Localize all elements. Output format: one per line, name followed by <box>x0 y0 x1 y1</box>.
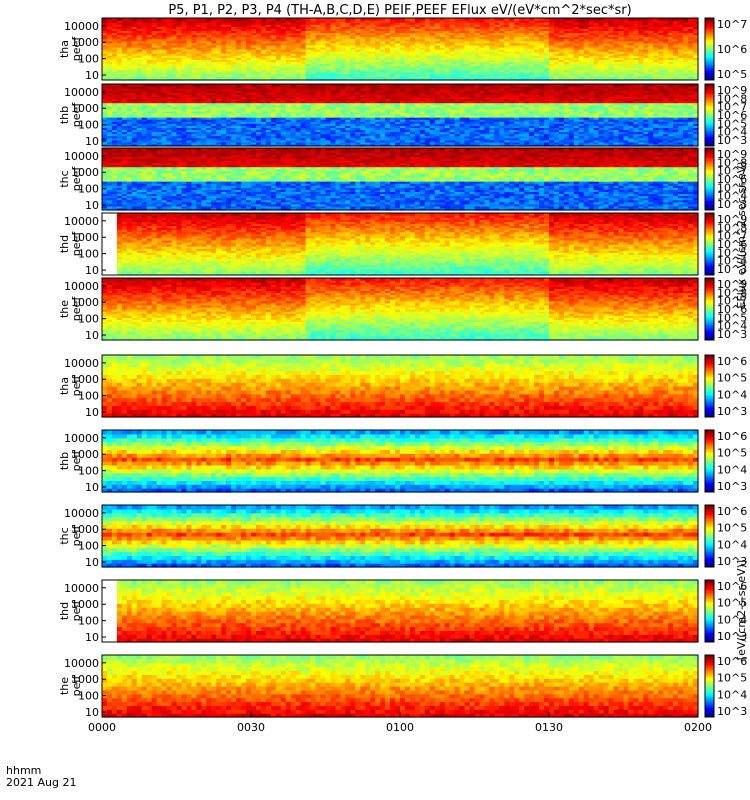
panel-label: thepeef <box>58 296 83 322</box>
y-tick-label: 10000 <box>64 432 99 445</box>
colorbar-tick-label: 10^3 <box>717 328 747 341</box>
figure-title: P5, P1, P2, P3, P4 (TH-A,B,C,D,E) PEIF,P… <box>168 3 631 18</box>
colorbar-tick-label: 10^6 <box>717 43 747 56</box>
y-tick-label: 10000 <box>64 150 99 163</box>
y-tick-label: 10 <box>85 329 99 342</box>
y-tick-label: 10 <box>85 264 99 277</box>
panel-label: thapeif <box>58 375 83 397</box>
colorbar-tick-label: 10^4 <box>717 538 747 551</box>
x-tick-label: 0000 <box>88 721 116 734</box>
colorbar-label-ion: [eV/(cm2-s-sr-eV)] <box>735 560 748 660</box>
x-tick-label: 0130 <box>535 721 563 734</box>
y-tick-label: 10 <box>85 69 99 82</box>
colorbar-tick-label: 10^4 <box>717 463 747 476</box>
y-tick-label: 10 <box>85 135 99 148</box>
colorbar-tick-label: 10^4 <box>717 388 747 401</box>
y-tick-label: 10 <box>85 406 99 419</box>
y-tick-label: 10000 <box>64 86 99 99</box>
colorbar-tick-label: 10^6 <box>717 355 747 368</box>
colorbar-tick-label: 10^6 <box>717 505 747 518</box>
y-tick-label: 10 <box>85 556 99 569</box>
panel-label: thdpeef <box>58 231 83 257</box>
colorbar-tick-label: 10^3 <box>717 134 747 147</box>
y-tick-label: 10000 <box>64 582 99 595</box>
panel-label: thbpeef <box>58 102 83 128</box>
y-tick-label: 10000 <box>64 280 99 293</box>
y-tick-label: 10 <box>85 631 99 644</box>
y-tick-label: 10000 <box>64 657 99 670</box>
y-tick-label: 10000 <box>64 357 99 370</box>
colorbar-label-electron: EFlux eV/(cm^2-sec-sr-eV) <box>735 161 748 308</box>
date-label: 2021 Aug 21 <box>6 777 76 789</box>
y-tick-label: 10 <box>85 481 99 494</box>
panel-label: thcpeef <box>58 166 83 192</box>
colorbar-tick-label: 10^3 <box>717 480 747 493</box>
y-tick-label: 10000 <box>64 20 99 33</box>
panel-the-peef: 10100100010000thepeef10^910^810^710^610^… <box>58 278 747 342</box>
panel-label: thcpeif <box>58 525 83 547</box>
colorbar-tick-label: 10^6 <box>717 430 747 443</box>
colorbar-tick-label: 10^5 <box>717 372 747 385</box>
y-tick-label: 10 <box>85 199 99 212</box>
colorbar-tick-label: 10^5 <box>717 522 747 535</box>
x-tick-label: 0100 <box>386 721 414 734</box>
colorbar-tick-label: 10^3 <box>717 405 747 418</box>
panel-label: thepeif <box>58 675 83 697</box>
y-tick-label: 10 <box>85 706 99 719</box>
colorbar-tick-label: 10^3 <box>717 705 747 718</box>
panel-label: thapeef <box>58 36 83 62</box>
x-tick-label: 0030 <box>237 721 265 734</box>
panel-label: thbpeif <box>58 450 83 472</box>
colorbar-tick-label: 10^5 <box>717 447 747 460</box>
x-tick-label: 0200 <box>684 721 712 734</box>
colorbar-tick-label: 10^7 <box>717 18 747 31</box>
panel-thd-peef: 10100100010000thdpeef10^910^810^710^610^… <box>58 213 747 277</box>
panel-thb-peef: 10100100010000thbpeef10^910^810^710^610^… <box>58 84 747 148</box>
y-tick-label: 10000 <box>64 507 99 520</box>
colorbar-tick-label: 10^5 <box>717 672 747 685</box>
colorbar-tick-label: 10^5 <box>717 68 747 81</box>
panel-label: thdpeif <box>58 600 83 622</box>
panel-thc-peef: 10100100010000thcpeef10^910^810^710^610^… <box>58 148 747 212</box>
colorbar-tick-label: 10^4 <box>717 688 747 701</box>
panels-group: 10100100010000thapeef10^710^610^51010010… <box>58 18 747 719</box>
y-tick-label: 10000 <box>64 215 99 228</box>
